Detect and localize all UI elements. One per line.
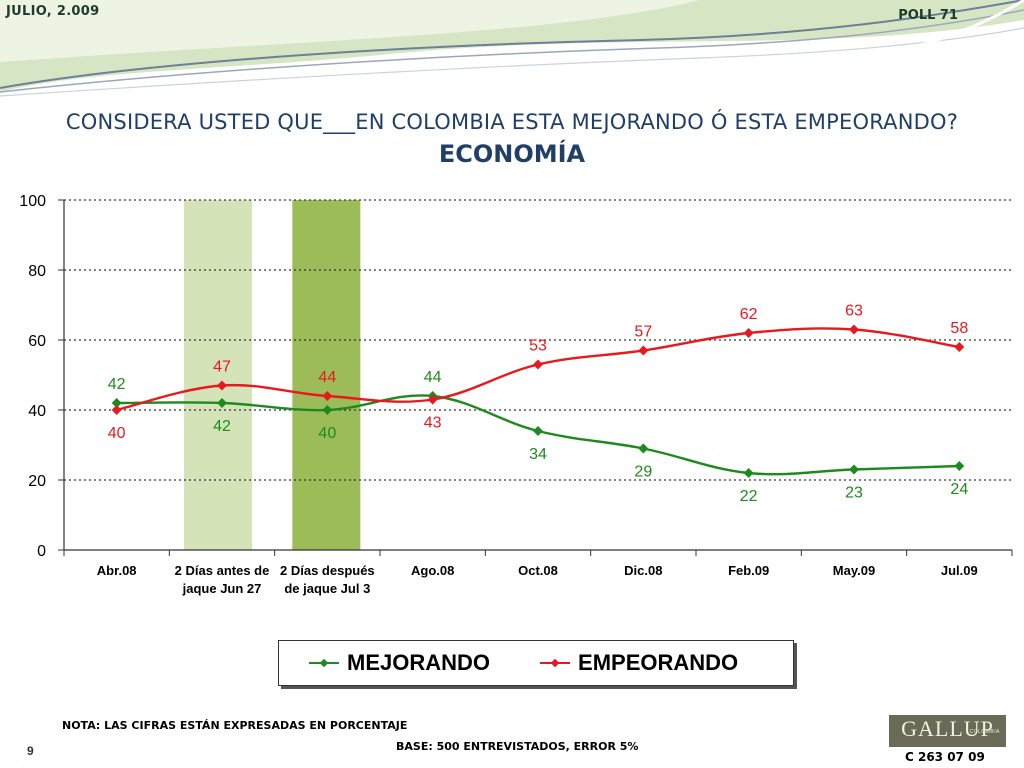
y-tick-label: 20 xyxy=(28,473,46,490)
line-chart: 0 20 40 60 80 100 Abr.08 2 Días antes de jaque J… xyxy=(19,193,1013,596)
legend-label-mejorando: MEJORANDO xyxy=(347,650,491,675)
gallup-logo: GALLUP COLOMBIA xyxy=(889,715,1006,747)
x-tick-label: Feb.09 xyxy=(728,563,769,578)
legend-item-empeorando: EMPEORANDO xyxy=(540,650,738,676)
footer-base: BASE: 500 ENTREVISTADOS, ERROR 5% xyxy=(396,740,639,753)
y-tick-label: 40 xyxy=(28,403,46,420)
x-tick-label: 2 Días antes de xyxy=(175,563,270,578)
data-label-mejorando: 40 xyxy=(318,425,336,442)
legend-marker-mejorando xyxy=(309,658,339,668)
data-point-empeorando xyxy=(111,405,122,415)
y-tick-label: 0 xyxy=(37,543,46,560)
data-label-mejorando: 44 xyxy=(424,369,442,386)
report-date: JULIO, 2.009 xyxy=(6,4,100,19)
data-label-empeorando: 63 xyxy=(845,303,863,320)
legend-item-mejorando: MEJORANDO xyxy=(309,650,490,676)
y-tick-label: 80 xyxy=(28,263,46,280)
data-label-empeorando: 58 xyxy=(950,320,968,337)
data-point-empeorando xyxy=(954,342,965,352)
x-tick-label: Oct.08 xyxy=(518,563,558,578)
data-label-mejorando: 23 xyxy=(845,485,863,502)
logo-subtext: COLOMBIA xyxy=(969,729,1000,735)
logo-text: GALLUP xyxy=(901,716,994,741)
data-point-mejorando xyxy=(217,398,227,408)
data-label-mejorando: 42 xyxy=(213,418,231,435)
x-tick-label: Abr.08 xyxy=(97,563,137,578)
legend-label-empeorando: EMPEORANDO xyxy=(578,650,739,675)
x-tick-label: Dic.08 xyxy=(624,563,662,578)
chart-title: CONSIDERA USTED QUE___EN COLOMBIA ESTA M… xyxy=(65,110,959,134)
x-tick-label: 2 Días después xyxy=(280,563,375,578)
x-tick-label: Jul.09 xyxy=(941,563,978,578)
data-label-empeorando: 53 xyxy=(529,338,547,355)
data-label-empeorando: 57 xyxy=(634,324,652,341)
data-point-empeorando xyxy=(533,359,543,370)
chart-legend: MEJORANDO EMPEORANDO xyxy=(278,640,794,686)
chart-subtitle: ECONOMÍA xyxy=(438,140,586,168)
data-label-mejorando: 42 xyxy=(108,376,126,393)
data-point-mejorando xyxy=(638,443,649,454)
data-point-mejorando xyxy=(322,405,333,415)
data-point-mejorando xyxy=(743,468,754,478)
data-label-empeorando: 44 xyxy=(318,369,336,386)
data-label-mejorando: 29 xyxy=(634,464,652,481)
data-point-mejorando xyxy=(954,461,965,471)
data-point-empeorando xyxy=(743,328,754,338)
x-tick-label: de jaque Jul 3 xyxy=(284,581,370,596)
header-swoosh-decoration xyxy=(0,0,1024,97)
data-point-empeorando xyxy=(849,324,859,335)
data-label-empeorando: 62 xyxy=(740,306,758,323)
y-tick-label: 100 xyxy=(19,193,46,210)
data-point-empeorando xyxy=(322,391,333,401)
legend-marker-empeorando xyxy=(540,658,571,668)
highlight-band xyxy=(184,200,252,550)
document-code: C 263 07 09 xyxy=(905,750,985,764)
data-point-mejorando xyxy=(533,426,543,436)
x-tick-label: Ago.08 xyxy=(411,563,454,578)
x-tick-label: jaque Jun 27 xyxy=(182,581,262,596)
data-point-empeorando xyxy=(638,345,649,356)
data-label-mejorando: 34 xyxy=(529,446,547,463)
footer-note: NOTA: LAS CIFRAS ESTÁN EXPRESADAS EN POR… xyxy=(62,719,408,732)
data-point-empeorando xyxy=(217,380,227,391)
x-tick-label: May.09 xyxy=(833,563,875,578)
data-label-empeorando: 40 xyxy=(108,425,126,442)
poll-number: POLL 71 xyxy=(898,8,958,23)
highlight-band xyxy=(292,200,361,550)
data-point-mejorando xyxy=(849,464,859,475)
data-label-empeorando: 47 xyxy=(213,359,231,376)
data-label-empeorando: 43 xyxy=(424,415,442,432)
data-label-mejorando: 24 xyxy=(950,481,968,498)
data-point-empeorando xyxy=(427,394,438,405)
data-label-mejorando: 22 xyxy=(740,488,758,505)
y-tick-label: 60 xyxy=(28,333,46,350)
page-number: 9 xyxy=(27,744,34,758)
